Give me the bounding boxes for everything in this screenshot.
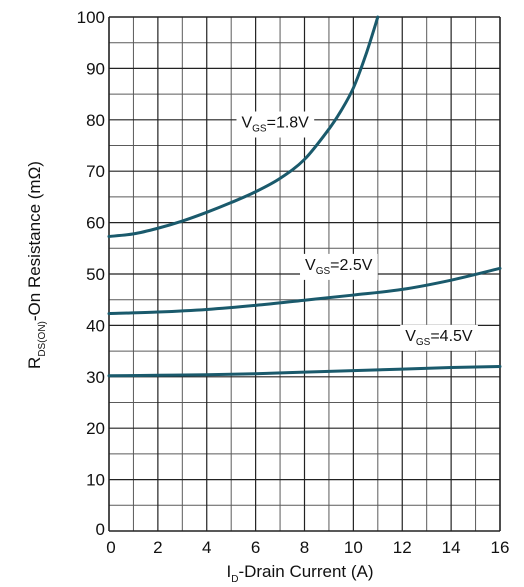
curve-label-background — [236, 111, 315, 138]
x-tick-label: 16 — [491, 538, 510, 557]
x-tick-label: 4 — [202, 538, 211, 557]
tick-labels: 0 2 4 6 8 10 12 14 16 0 10 20 30 40 50 60 70 80 90 100 — [77, 8, 510, 557]
x-tick-label: 10 — [344, 538, 363, 557]
curve-label-2: VGS=2.5V — [305, 257, 373, 277]
y-tick-label: 90 — [86, 59, 105, 78]
curve-label-background — [400, 324, 478, 351]
x-tick-label: 12 — [393, 538, 412, 557]
y-tick-label: 70 — [86, 162, 105, 181]
series-line-3 — [107, 365, 502, 378]
data-lines — [107, 15, 502, 378]
major-gridlines — [108, 16, 501, 532]
y-tick-label: 40 — [86, 316, 105, 335]
y-tick-label: 80 — [86, 111, 105, 130]
series-line-2 — [107, 266, 502, 316]
curve-label-background — [300, 253, 378, 280]
curve-label-3: VGS=4.5V — [405, 328, 473, 348]
y-tick-label: 100 — [77, 8, 105, 27]
y-tick-label: 60 — [86, 214, 105, 233]
x-tick-label: 8 — [300, 538, 309, 557]
y-tick-label: 0 — [96, 520, 105, 539]
series-line-1 — [107, 15, 380, 238]
x-axis-label: ID-Drain Current (A) — [226, 562, 373, 585]
x-tick-label: 14 — [442, 538, 461, 557]
y-tick-label: 30 — [86, 368, 105, 387]
y-axis-label: RDS(ON)-On Resistance (mΩ) — [25, 161, 48, 369]
x-tick-label: 6 — [251, 538, 260, 557]
curve-labels: VGS=1.8V VGS=2.5V VGS=4.5V — [236, 111, 478, 351]
y-tick-label: 10 — [86, 471, 105, 490]
x-tick-label: 0 — [106, 538, 115, 557]
x-tick-label: 2 — [153, 538, 162, 557]
y-tick-label: 20 — [86, 419, 105, 438]
curve-label-1: VGS=1.8V — [241, 115, 309, 135]
y-tick-label: 50 — [86, 265, 105, 284]
